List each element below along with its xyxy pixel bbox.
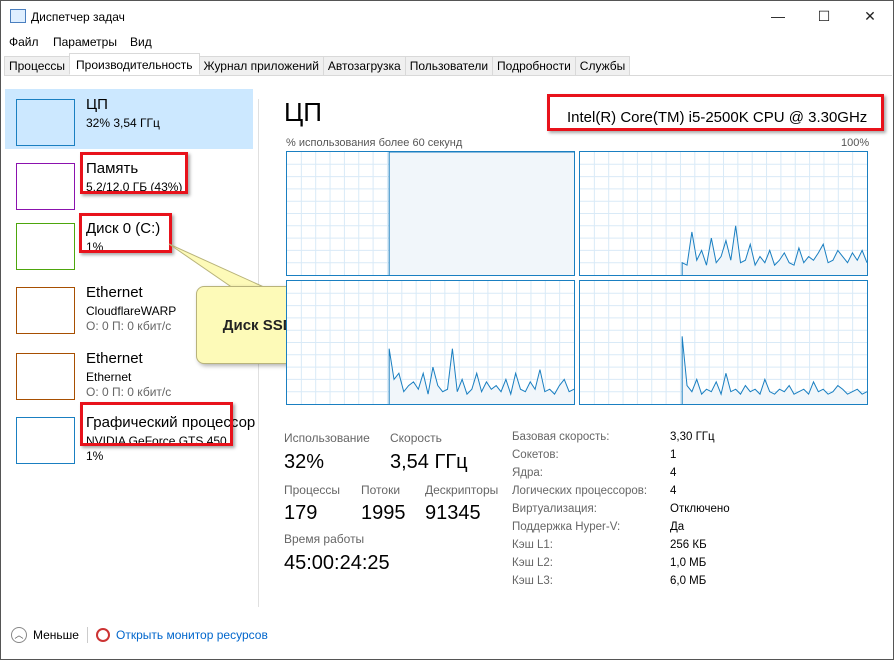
cpu-core-graph-2 [286,280,575,405]
menu-options[interactable]: Параметры [53,35,117,49]
sidebar-thumbnail-graph [16,417,75,464]
handles-value: 91345 [425,502,481,524]
chevron-up-icon[interactable]: ︿ [11,627,27,643]
sidebar-thumbnail-graph [16,287,75,334]
cpu-core-graph-3 [579,280,868,405]
spec-value: 256 КБ [670,539,707,551]
sidebar-thumbnail-graph [16,163,75,210]
sidebar-item-name: Ethernet [86,284,143,301]
graph-caption: % использования более 60 секунд [286,137,463,149]
tab-users[interactable]: Пользователи [404,56,494,76]
menu-view[interactable]: Вид [130,35,152,49]
cpu-usage-area [682,336,867,404]
tab-services[interactable]: Службы [574,56,631,76]
minimize-button[interactable]: — [771,8,785,24]
processes-value: 179 [284,502,318,524]
spec-value: 3,30 ГГц [670,431,715,443]
spec-label: Кэш L2: [512,557,553,569]
graph-max-label: 100% [841,137,870,149]
tab-performance[interactable]: Производительность [69,53,200,75]
threads-value: 1995 [361,502,406,524]
sidebar-item-detail: Ethernet [86,370,132,384]
spec-value: 1 [670,449,677,461]
spec-value: Отключено [670,503,730,515]
spec-label: Сокетов: [512,449,559,461]
spec-value: 4 [670,485,677,497]
window-title: Диспетчер задач [31,10,125,24]
spec-label: Логических процессоров: [512,485,648,497]
title-bar: Диспетчер задач — ☐ ✕ [1,1,893,31]
sidebar-item-detail-2: О: 0 П: 0 кбит/с [86,319,172,333]
spec-value: 1,0 МБ [670,557,707,569]
tab-details[interactable]: Подробности [492,56,576,76]
sidebar-item-name: Графический процессор [86,414,256,431]
sidebar-item[interactable]: Ethernet CloudflareWARP О: 0 П: 0 кбит/с [5,277,253,337]
spec-value: Да [670,521,685,533]
close-button[interactable]: ✕ [864,7,876,24]
spec-label: Поддержка Hyper-V: [512,521,621,533]
sidebar-item-name: Диск 0 (C:) [86,220,161,237]
uptime-value: 45:00:24:25 [284,552,390,574]
sidebar-item-detail: 32% 3,54 ГГц [86,116,160,130]
cpu-model-name: Intel(R) Core(TM) i5-2500K CPU @ 3.30GHz [567,109,868,126]
sidebar-item-detail: CloudflareWARP [86,304,177,318]
highlight-disk [79,213,172,253]
spec-label: Кэш L3: [512,575,553,587]
sidebar-item[interactable]: ЦП 32% 3,54 ГГц [5,89,253,149]
sidebar-item-name: Ethernet [86,350,143,367]
usage-label: Использование [284,431,370,445]
tab-bar: Процессы Производительность Журнал прило… [4,53,631,76]
spec-label: Ядра: [512,467,544,479]
threads-label: Потоки [361,483,401,497]
tab-processes[interactable]: Процессы [4,56,71,76]
spec-label: Виртуализация: [512,503,597,515]
sidebar-thumbnail-graph [16,353,75,400]
cpu-usage-line [681,336,867,404]
sidebar-item[interactable]: Ethernet Ethernet О: 0 П: 0 кбит/с [5,343,253,403]
sidebar-item[interactable]: Память 5,2/12,0 ГБ (43%) [5,153,253,213]
sidebar-item-detail-2: О: 0 П: 0 кбит/с [86,385,172,399]
highlight-cpu-name [547,94,884,131]
resource-monitor-icon [95,628,110,642]
sidebar-item-name: Память [86,160,139,177]
spec-label: Базовая скорость: [512,431,610,443]
speed-value: 3,54 ГГц [390,451,468,473]
sidebar-item-name: ЦП [86,96,108,113]
spec-value: 4 [670,467,677,479]
cpu-usage-line [681,225,867,275]
cpu-usage-line [388,348,574,404]
tab-startup[interactable]: Автозагрузка [322,56,406,76]
usage-value: 32% [284,451,325,473]
cpu-usage-area [389,348,574,404]
handles-label: Дескрипторы [425,483,499,497]
maximize-button[interactable]: ☐ [817,7,831,24]
menu-file[interactable]: Файл [9,35,39,49]
page-title: ЦП [284,97,322,127]
cpu-usage-area [682,225,867,275]
speed-label: Скорость [390,431,442,445]
sidebar-item-detail-2: 1% [86,449,104,463]
footer: ︿ Меньше Открыть монитор ресурсов [11,627,268,643]
tab-app-history[interactable]: Журнал приложений [198,56,324,76]
sidebar-item-detail: 5,2/12,0 ГБ (43%) [86,180,183,194]
cpu-core-graph-1 [579,151,868,276]
sidebar-thumbnail-graph [16,223,75,270]
highlight-memory [80,152,188,194]
uptime-label: Время работы [284,532,365,546]
sidebar-thumbnail-graph [16,99,75,146]
processes-label: Процессы [284,483,341,497]
cpu-core-graph-0 [286,151,575,276]
fewer-details-button[interactable]: Меньше [33,628,79,642]
cpu-usage-area [389,152,574,275]
spec-label: Кэш L1: [512,539,553,551]
content-area [4,75,892,623]
open-resource-monitor-link[interactable]: Открыть монитор ресурсов [115,628,268,642]
highlight-gpu [80,402,233,446]
spec-value: 6,0 МБ [670,575,707,587]
task-manager-icon [10,9,26,23]
